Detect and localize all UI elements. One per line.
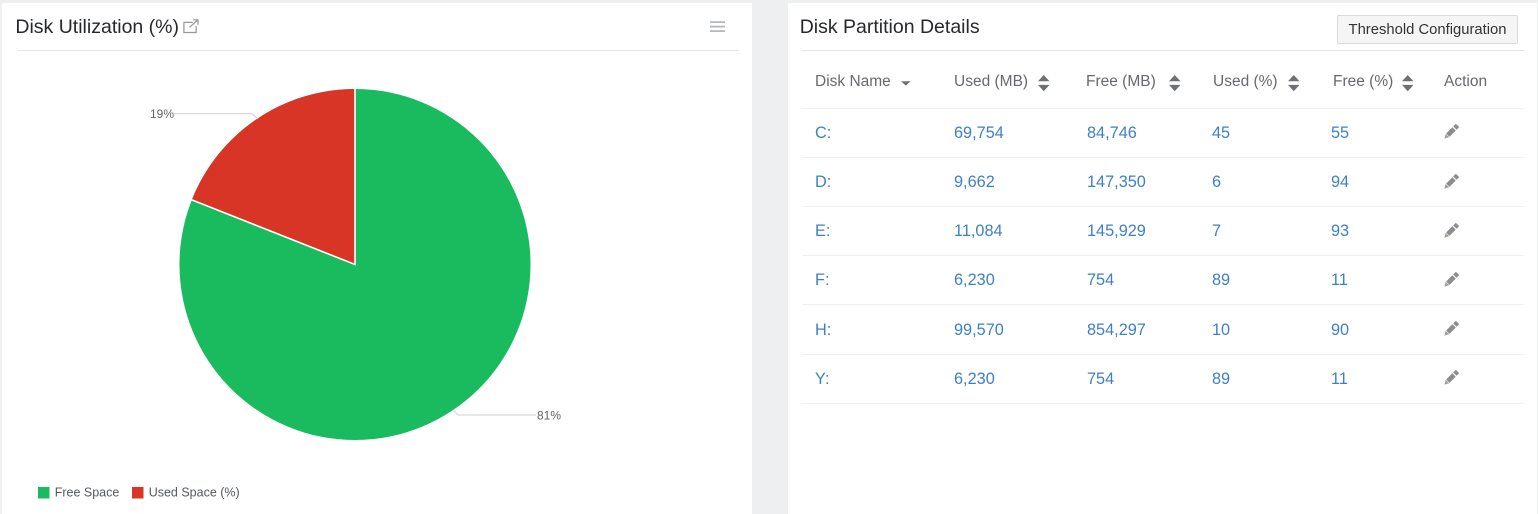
svg-text:Free Space: Free Space [55,486,120,500]
svg-text:Used Space (%): Used Space (%) [149,486,240,500]
svg-text:81%: 81% [537,408,561,422]
svg-text:19%: 19% [150,107,174,121]
